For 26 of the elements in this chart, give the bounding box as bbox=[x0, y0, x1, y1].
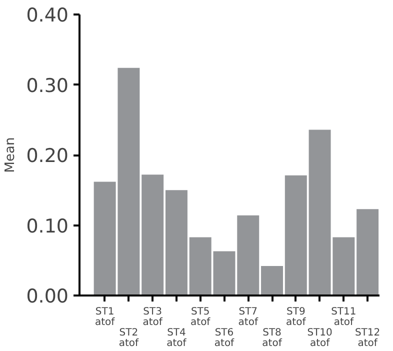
y-tick-label: 0.00 bbox=[26, 286, 69, 308]
x-tick-label: ST3 atof bbox=[142, 306, 163, 328]
bar bbox=[189, 237, 212, 296]
x-tick-label: ST11 atof bbox=[331, 306, 356, 328]
bar bbox=[356, 209, 379, 296]
x-tick-label: ST5 atof bbox=[190, 306, 211, 328]
y-axis-title: Mean bbox=[3, 137, 18, 173]
x-tick-label: ST4 atof bbox=[166, 327, 187, 349]
bar bbox=[284, 175, 307, 296]
bar bbox=[237, 215, 260, 296]
x-tick-label: ST9 atof bbox=[286, 306, 306, 328]
x-tick-label: ST12 atof bbox=[354, 327, 380, 349]
x-tick-label: ST2 atof bbox=[118, 327, 140, 349]
x-tick-label: ST6 atof bbox=[214, 327, 235, 349]
bar bbox=[261, 266, 284, 296]
y-tick-label: 0.30 bbox=[26, 74, 69, 97]
x-tick-label: ST1 atof bbox=[94, 306, 116, 328]
y-tick-label: 0.40 bbox=[26, 4, 69, 26]
y-tick-label: 0.20 bbox=[26, 145, 69, 167]
x-tick-label: ST7 atof bbox=[238, 306, 258, 328]
bar bbox=[165, 190, 188, 296]
x-tick-label: ST8 atof bbox=[262, 327, 282, 349]
x-tick-label: ST10 atof bbox=[307, 327, 332, 349]
bar bbox=[213, 251, 236, 296]
bar bbox=[142, 174, 164, 296]
y-tick-label: 0.10 bbox=[26, 215, 69, 238]
